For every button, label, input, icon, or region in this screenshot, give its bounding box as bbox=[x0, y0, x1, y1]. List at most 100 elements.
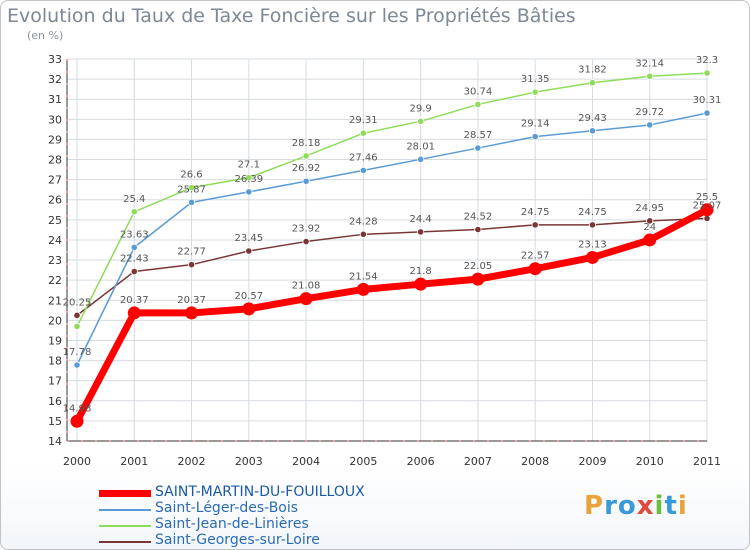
data-label: 26.92 bbox=[292, 163, 321, 174]
data-label: 21.54 bbox=[349, 271, 378, 282]
x-tick-label: 2004 bbox=[292, 455, 320, 468]
data-point bbox=[187, 184, 196, 192]
x-tick-label: 2001 bbox=[120, 455, 148, 468]
y-tick-label: 25 bbox=[48, 214, 62, 227]
logo-letter: P bbox=[584, 491, 605, 521]
data-point bbox=[185, 306, 199, 320]
data-label: 23.92 bbox=[292, 224, 321, 235]
y-tick-label: 29 bbox=[48, 133, 62, 146]
y-tick-label: 31 bbox=[48, 93, 62, 106]
data-label: 29.43 bbox=[578, 113, 607, 124]
data-label: 22.05 bbox=[464, 261, 493, 272]
legend-label: SAINT-MARTIN-DU-FOUILLOUX bbox=[155, 484, 365, 500]
data-point bbox=[703, 69, 711, 77]
data-label: 25.87 bbox=[177, 184, 206, 195]
data-label: 27.1 bbox=[238, 160, 260, 171]
data-label: 28.01 bbox=[406, 141, 435, 152]
data-point bbox=[187, 261, 196, 269]
data-label: 21.08 bbox=[292, 281, 321, 292]
x-tick-label: 2009 bbox=[578, 455, 606, 468]
data-point bbox=[245, 247, 253, 255]
data-label: 25.4 bbox=[123, 194, 145, 205]
data-label: 17.78 bbox=[63, 347, 92, 358]
grid-lines bbox=[67, 58, 708, 442]
data-labels: 20.25 22.43 22.77 23.45 23.92 24.28 24.4 24.52 2… bbox=[63, 55, 722, 414]
data-label: 32.14 bbox=[635, 58, 664, 69]
x-tick-label: 2008 bbox=[521, 455, 549, 468]
logo-letter: o bbox=[617, 491, 637, 521]
data-label: 29.9 bbox=[410, 103, 432, 114]
data-point bbox=[130, 267, 138, 276]
data-point bbox=[73, 311, 81, 319]
data-label: 20.57 bbox=[234, 291, 263, 302]
data-label: 21.8 bbox=[410, 266, 432, 277]
y-tick-label: 24 bbox=[48, 234, 62, 247]
data-point bbox=[643, 233, 657, 247]
data-point bbox=[646, 217, 654, 225]
data-point bbox=[130, 208, 138, 216]
data-point bbox=[242, 302, 256, 316]
x-tick-label: 2002 bbox=[178, 455, 206, 468]
data-point bbox=[70, 414, 84, 428]
data-point bbox=[531, 88, 539, 96]
y-tick-label: 17 bbox=[48, 375, 62, 388]
data-label: 24.28 bbox=[349, 216, 378, 227]
series-line bbox=[76, 112, 708, 366]
data-label: 27.46 bbox=[349, 152, 378, 163]
series-line bbox=[76, 217, 708, 316]
legend-label: Saint-Georges-sur-Loire bbox=[155, 532, 320, 548]
data-label: 22.57 bbox=[521, 251, 550, 262]
y-tick-label: 14 bbox=[48, 435, 62, 448]
data-label: 22.77 bbox=[177, 247, 206, 258]
data-point bbox=[471, 272, 485, 286]
data-point bbox=[585, 250, 599, 264]
data-point bbox=[531, 133, 539, 141]
data-point bbox=[414, 277, 428, 291]
y-tick-label: 19 bbox=[48, 334, 62, 347]
data-point bbox=[359, 230, 367, 238]
data-point bbox=[187, 198, 196, 206]
data-point bbox=[302, 177, 310, 185]
logo-letter: i bbox=[677, 491, 688, 521]
data-point bbox=[359, 166, 367, 174]
y-tick-label: 20 bbox=[48, 314, 62, 327]
y-tick-label: 28 bbox=[48, 154, 62, 167]
proxiti-logo: Proxiti bbox=[584, 491, 688, 521]
data-label: 29.72 bbox=[635, 107, 664, 118]
x-tick-label: 2005 bbox=[349, 455, 377, 468]
data-label: 22.43 bbox=[120, 254, 149, 265]
data-point bbox=[474, 144, 482, 152]
data-point bbox=[127, 306, 141, 320]
y-tick-label: 26 bbox=[48, 194, 62, 207]
data-point bbox=[73, 322, 81, 330]
data-label: 24.52 bbox=[464, 211, 493, 222]
x-tick-label: 2000 bbox=[63, 455, 91, 468]
data-label: 31.82 bbox=[578, 65, 607, 76]
legend-label: Saint-Léger-des-Bois bbox=[155, 500, 299, 516]
legend-label: Saint-Jean-de-Linières bbox=[155, 516, 309, 532]
data-point bbox=[302, 152, 310, 160]
data-label: 30.31 bbox=[693, 95, 722, 106]
data-point bbox=[130, 243, 138, 251]
y-tick-label: 30 bbox=[48, 113, 62, 126]
x-tick-label: 2010 bbox=[636, 455, 664, 468]
data-label: 26.39 bbox=[234, 174, 263, 185]
data-label: 28.18 bbox=[292, 138, 321, 149]
data-point bbox=[359, 129, 367, 137]
x-tick-label: 2003 bbox=[235, 455, 263, 468]
y-tick-label: 23 bbox=[48, 254, 62, 267]
data-label: 24.95 bbox=[635, 203, 664, 214]
logo-letter: r bbox=[604, 491, 618, 521]
data-point bbox=[588, 79, 597, 87]
legend-swatch bbox=[99, 541, 151, 543]
data-point bbox=[528, 262, 542, 276]
axes: 14 15 16 17 18 19 20 21 22 23 24 25 26 27 28 29 30 31 32 33… bbox=[48, 53, 721, 468]
data-label: 25.5 bbox=[696, 192, 718, 203]
series-lines bbox=[70, 69, 714, 428]
legend-swatch bbox=[99, 525, 151, 527]
data-label: 26.6 bbox=[180, 170, 202, 181]
data-label: 32.3 bbox=[696, 55, 718, 66]
data-point bbox=[73, 361, 81, 369]
data-label: 24.4 bbox=[410, 214, 432, 225]
